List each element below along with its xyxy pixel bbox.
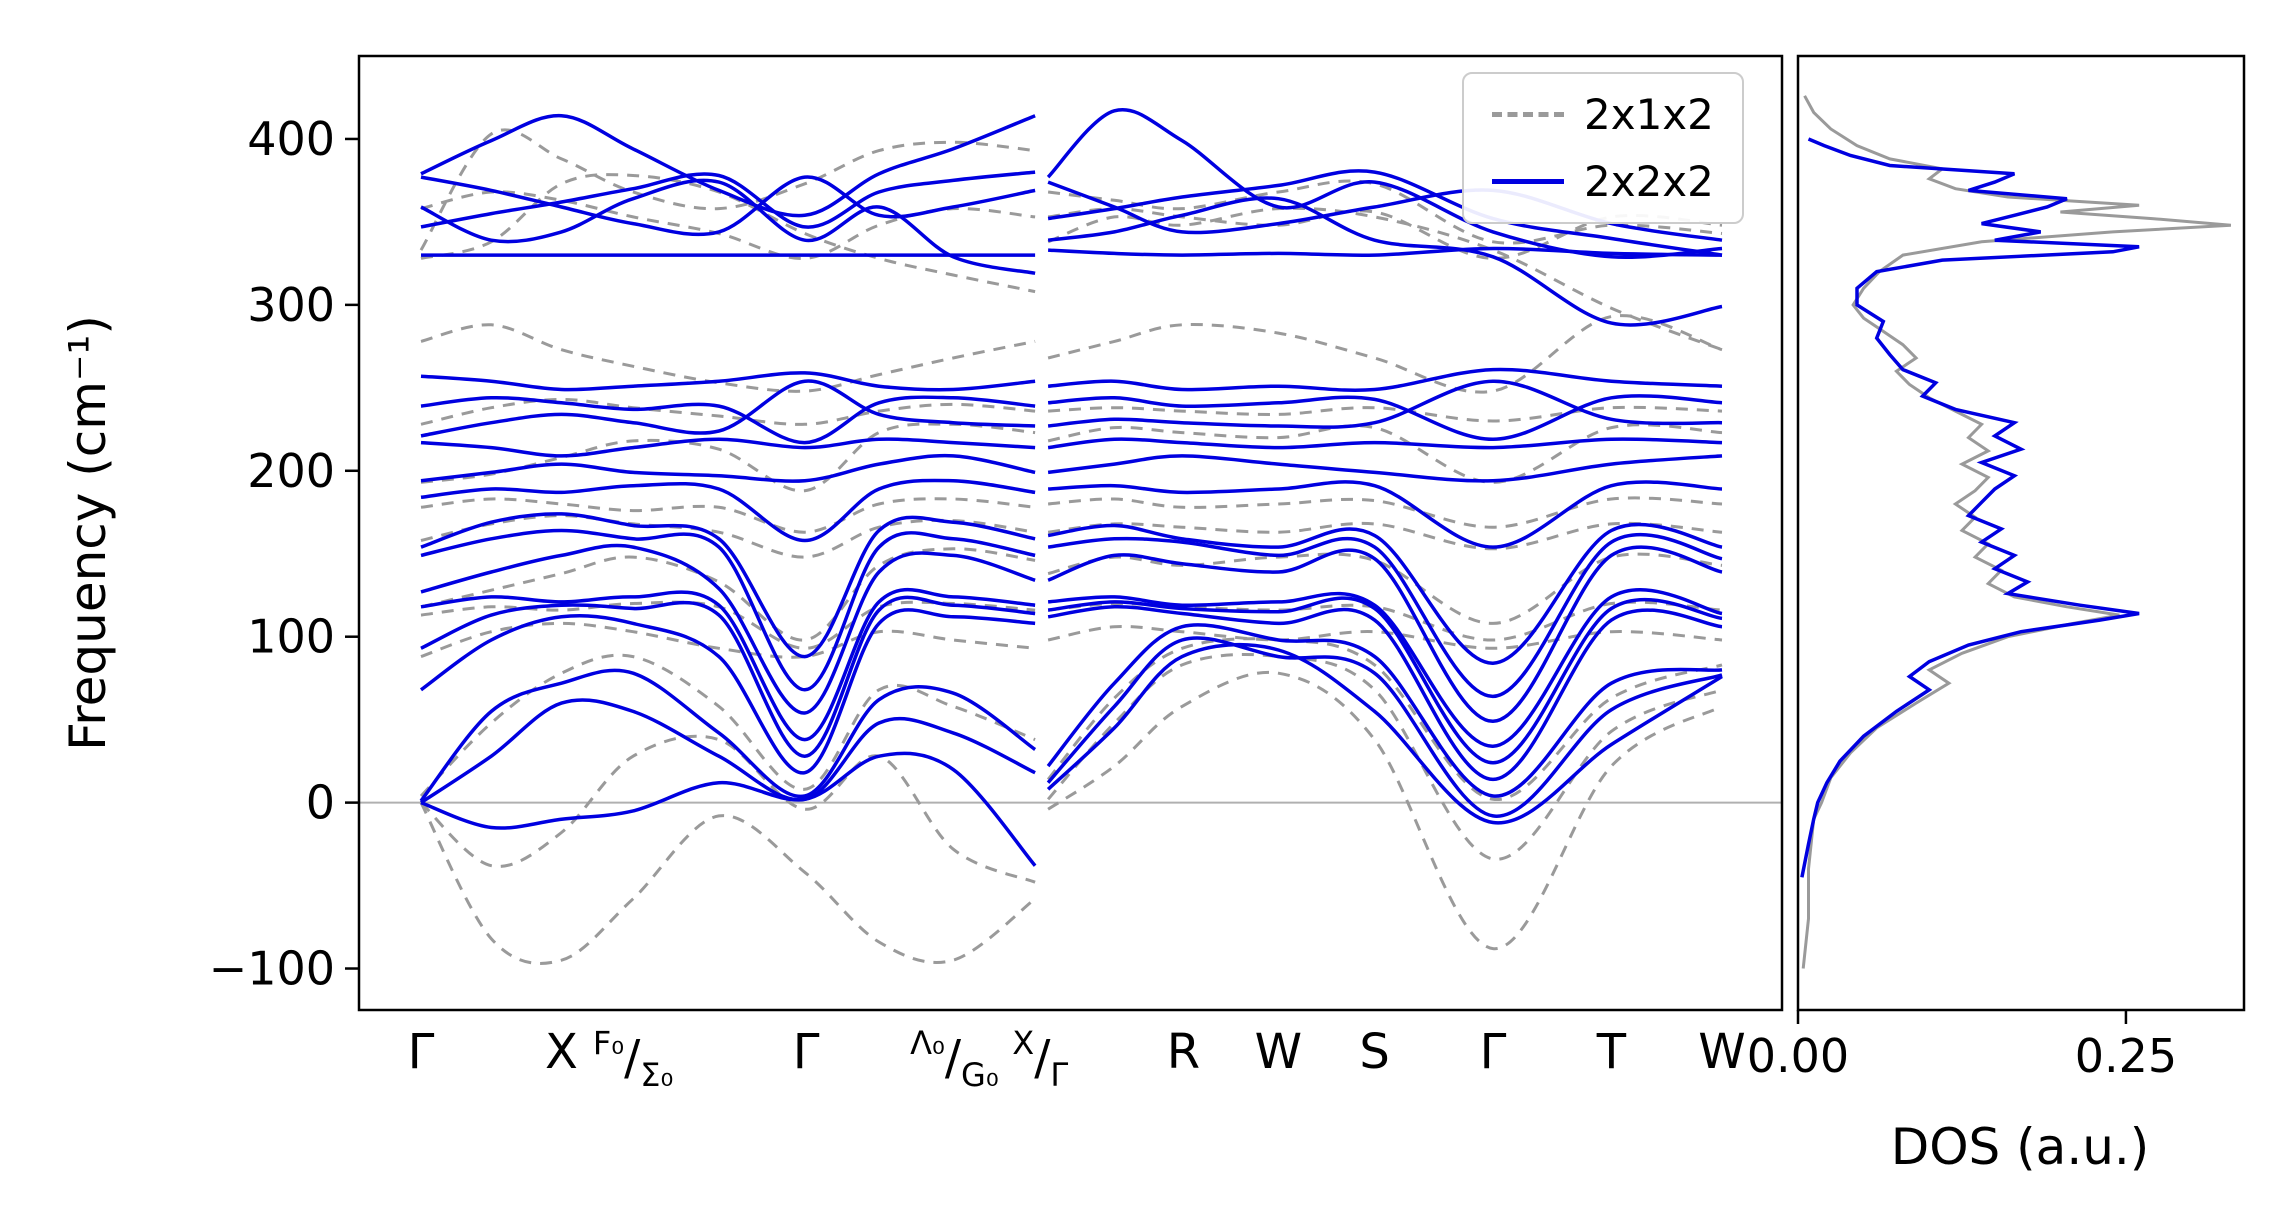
- legend: 2x1x2 2x2x2: [1462, 72, 1744, 224]
- band-segment: [420, 178, 1036, 276]
- band-segment: [420, 547, 1036, 642]
- bands-2x2x2: [419, 107, 1723, 867]
- kpoint-label: T: [1596, 1024, 1627, 1080]
- band-segment: [1047, 522, 1723, 665]
- dos-axis-label: DOS (a.u.): [1890, 1118, 2150, 1176]
- y-tick-label: 300: [247, 278, 335, 332]
- band-segment: [420, 595, 1036, 758]
- dos-x-tick-label: 0.25: [2075, 1029, 2177, 1083]
- band-segment: [1047, 624, 1723, 650]
- band-segment: [419, 128, 1036, 251]
- band-segment: [1047, 423, 1723, 484]
- band-segment: [420, 397, 1036, 426]
- band-segment: [1047, 454, 1723, 483]
- band-segment: [419, 668, 1037, 802]
- band-segment: [419, 801, 1037, 965]
- band-segment: [1047, 206, 1723, 352]
- legend-label-2x1x2: 2x1x2: [1584, 90, 1714, 139]
- kpoint-label: W: [1698, 1024, 1746, 1080]
- band-segment: [420, 170, 1036, 229]
- band-segment: [420, 453, 1036, 483]
- dashed-line-sample: [1492, 112, 1564, 117]
- band-segment: [420, 437, 1036, 458]
- band-segment: [1047, 670, 1723, 951]
- band-segment: [1048, 480, 1723, 549]
- band-segment: [420, 395, 1036, 445]
- band-segment: [420, 528, 1036, 692]
- kpoint-label: S: [1359, 1024, 1390, 1080]
- band-segment: [420, 190, 1036, 260]
- dos-x-tick-label: 0.00: [1747, 1029, 1849, 1083]
- band-segment: [420, 323, 1036, 393]
- y-tick-label: −100: [209, 942, 335, 996]
- dos-path: [1801, 95, 2232, 969]
- kpoint-label: F₀/Σ₀: [592, 1024, 674, 1094]
- band-segment: [420, 751, 1037, 867]
- dos-curve-2x2x2: [1800, 137, 2140, 878]
- kpoint-label: X: [545, 1024, 578, 1080]
- legend-entry-2x1x2: 2x1x2: [1492, 90, 1714, 139]
- legend-entry-2x2x2: 2x2x2: [1492, 157, 1714, 206]
- band-segment: [420, 478, 1036, 543]
- band-segment: [1046, 107, 1723, 259]
- band-segment: [420, 379, 1036, 438]
- band-segment: [1046, 652, 1723, 861]
- kpoint-label: Γ: [1479, 1024, 1507, 1080]
- band-segment: [420, 621, 1036, 659]
- dos-panel-frame: [1796, 54, 2246, 1012]
- solid-line-sample: [1492, 179, 1564, 184]
- band-segment: [1046, 636, 1723, 818]
- kpoint-label: X/Γ: [1012, 1024, 1069, 1094]
- band-segment: [1047, 437, 1723, 450]
- kpoint-label: Γ: [407, 1024, 435, 1080]
- kpoint-label: W: [1254, 1024, 1303, 1080]
- band-segment: [1046, 642, 1723, 825]
- kpoint-label: Γ: [792, 1024, 820, 1080]
- band-segment: [1047, 367, 1723, 392]
- band-segment: [420, 422, 1036, 493]
- band-segment: [420, 512, 1036, 659]
- band-segment: [420, 113, 1036, 218]
- band-segment: [1047, 394, 1723, 442]
- band-segment: [1047, 532, 1723, 699]
- dos-path: [1800, 137, 2140, 878]
- y-tick-label: 400: [247, 112, 335, 166]
- band-segment: [419, 734, 1036, 884]
- y-tick-label: 200: [247, 444, 335, 498]
- main-panel-frame: [357, 54, 1784, 1012]
- kpoint-label: Λ₀/G₀: [910, 1024, 999, 1094]
- kpoint-label: R: [1166, 1024, 1201, 1080]
- band-segment: [1047, 314, 1723, 394]
- band-segment: [1047, 588, 1723, 748]
- band-segment: [419, 608, 1036, 775]
- band-segment: [1047, 545, 1723, 724]
- band-segment: [1047, 605, 1723, 782]
- band-segment: [419, 653, 1036, 798]
- band-segment: [420, 698, 1036, 805]
- band-segment: [420, 587, 1036, 742]
- band-segment: [1048, 246, 1723, 257]
- band-segment: [1047, 596, 1723, 765]
- band-segment: [420, 371, 1036, 392]
- band-segment: [1047, 379, 1723, 429]
- dos-curve-2x1x2: [1801, 95, 2232, 969]
- y-tick-label: 100: [247, 610, 335, 664]
- legend-label-2x2x2: 2x2x2: [1584, 157, 1714, 206]
- band-segment: [1048, 405, 1723, 423]
- band-segment: [1047, 169, 1723, 257]
- band-segment: [420, 175, 1036, 237]
- y-tick-label: 0: [306, 776, 335, 830]
- y-axis-label: Frequency (cm⁻¹): [59, 315, 117, 751]
- band-segment: [1047, 496, 1723, 529]
- band-segment: [1047, 521, 1723, 551]
- band-segment: [1047, 196, 1723, 327]
- band-segment: [1046, 623, 1723, 798]
- band-segment: [420, 543, 1036, 715]
- band-segment: [420, 497, 1036, 534]
